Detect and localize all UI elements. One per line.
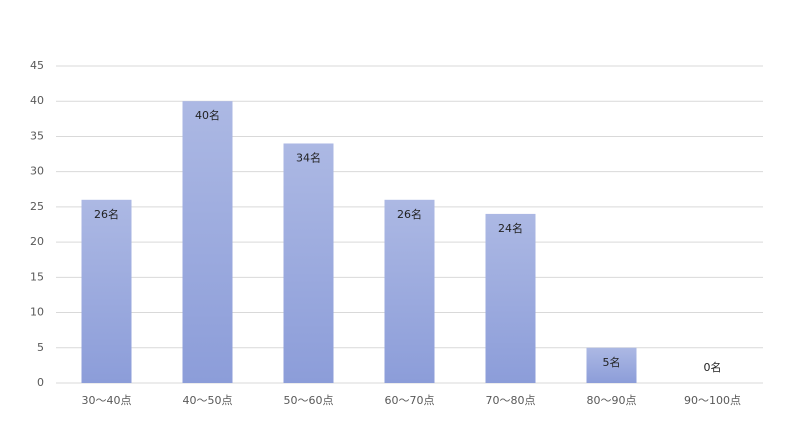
y-tick-label: 5	[37, 341, 44, 354]
data-label: 26名	[94, 207, 119, 221]
y-tick-label: 30	[30, 165, 44, 178]
y-tick-label: 40	[30, 94, 44, 107]
data-label: 5名	[603, 355, 621, 369]
data-label: 34名	[296, 150, 321, 164]
y-tick-label: 25	[30, 200, 44, 213]
y-tick-label: 45	[30, 59, 44, 72]
data-label: 40名	[195, 108, 220, 122]
x-tick-label: 60〜70点	[385, 394, 435, 407]
x-tick-label: 70〜80点	[486, 394, 536, 407]
data-label: 26名	[397, 207, 422, 221]
x-tick-label: 40〜50点	[183, 394, 233, 407]
y-tick-label: 10	[30, 306, 44, 319]
data-label: 24名	[498, 221, 523, 235]
bar-shine	[283, 143, 334, 383]
bar-shine	[586, 347, 637, 383]
y-tick-label: 20	[30, 235, 44, 248]
y-tick-label: 15	[30, 270, 44, 283]
bar-shine	[485, 213, 536, 383]
y-tick-label: 35	[30, 129, 44, 142]
bar-shine	[81, 199, 132, 383]
y-tick-label: 0	[37, 376, 44, 389]
x-tick-label: 50〜60点	[284, 394, 334, 407]
x-tick-label: 80〜90点	[587, 394, 637, 407]
data-label: 0名	[704, 360, 722, 374]
x-tick-label: 90〜100点	[684, 394, 741, 407]
x-tick-label: 30〜40点	[82, 394, 132, 407]
bar-shine	[384, 199, 435, 383]
bar-shine	[182, 101, 233, 383]
